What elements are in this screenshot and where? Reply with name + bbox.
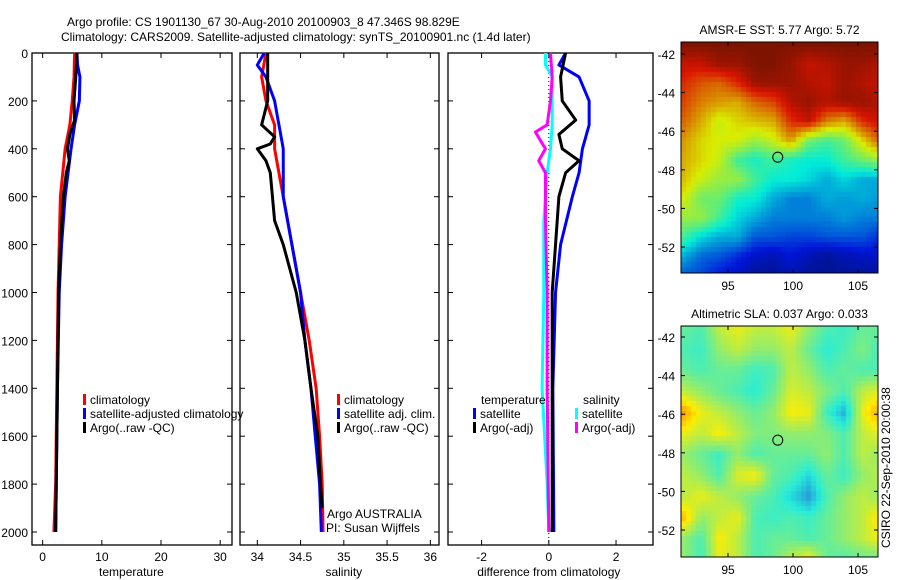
depth-tick-label: 1800 <box>1 478 28 492</box>
diff-legend-sal-argo-swatch <box>575 422 578 433</box>
salinity-xtick-label: 34 <box>251 550 265 564</box>
title-line1: Argo profile: CS 1901130_67 30-Aug-2010 … <box>67 15 460 29</box>
temperature-xlabel: temperature <box>99 565 164 579</box>
temp-legend-satellite-swatch <box>83 408 86 419</box>
diff-legend-sal-satellite-swatch <box>575 408 578 419</box>
sst-map-ytick-label: -42 <box>658 48 676 62</box>
temperature-axes-box <box>31 52 233 546</box>
salinity-xtick-label: 34.5 <box>289 550 313 564</box>
temp-legend-climatology-swatch <box>83 394 86 405</box>
diff-legend-temperature-header: temperature <box>481 393 546 407</box>
sst-map-ytick-label: -52 <box>658 241 676 255</box>
depth-tick-label: 600 <box>8 191 28 205</box>
sal-legend-satellite-label: satellite adj. clim. <box>344 407 435 421</box>
diff-legend-sal-satellite-label: satellite <box>582 407 623 421</box>
sst-map-xtick-label: 95 <box>721 279 735 293</box>
diff-legend-temp-satellite-label: satellite <box>480 407 521 421</box>
annotation-argo-australia: Argo AUSTRALIA <box>327 507 422 521</box>
timestamp-side-label: CSIRO 22-Sep-2010 20:00:38 <box>879 387 893 548</box>
sst-map-argo-location-marker <box>772 151 784 163</box>
sst-map-title: AMSR-E SST: 5.77 Argo: 5.72 <box>699 23 859 37</box>
sla-map-title: Altimetric SLA: 0.037 Argo: 0.033 <box>691 307 868 321</box>
difference-series-line <box>550 52 581 532</box>
depth-tick-label: 400 <box>8 143 28 157</box>
sst-map-xtick-label: 100 <box>783 279 803 293</box>
sst-map-ytick-label: -50 <box>658 202 676 216</box>
title-line2: Climatology: CARS2009. Satellite-adjuste… <box>61 30 531 44</box>
sla-map-xtick-label: 105 <box>848 563 868 577</box>
salinity-xtick-label: 35 <box>337 550 351 564</box>
diff-legend-temp-argo-label: Argo(-adj) <box>480 421 533 435</box>
diff-legend-salinity-header: salinity <box>583 393 620 407</box>
difference-axes-box <box>447 52 654 546</box>
depth-tick-label: 0 <box>21 47 28 61</box>
depth-tick-label: 2000 <box>1 526 28 540</box>
sla-map-argo-location-marker <box>772 434 784 446</box>
annotation-pi: PI: Susan Wijffels <box>326 521 420 535</box>
temp-legend-satellite-label: satellite-adjusted climatology <box>90 407 243 421</box>
sla-map-ytick-label: -44 <box>658 370 676 384</box>
salinity-xlabel: salinity <box>325 565 362 579</box>
sla-map-image <box>681 326 878 557</box>
difference-xtick-label: 2 <box>613 550 620 564</box>
sst-map-axes-box <box>680 41 879 274</box>
sst-map-image <box>681 42 878 273</box>
sla-map-ytick-label: -46 <box>658 408 676 422</box>
sst-map-ytick-label: -44 <box>658 87 676 101</box>
sla-map-ytick-label: -48 <box>658 447 676 461</box>
temperature-xtick-label: 20 <box>154 550 168 564</box>
sla-map-xtick-label: 100 <box>783 563 803 577</box>
salinity-series-line <box>255 53 324 509</box>
sal-legend-argo-label: Argo(..raw -QC) <box>344 421 429 435</box>
temperature-xtick-label: 10 <box>95 550 109 564</box>
temp-legend-argo-swatch <box>83 422 86 433</box>
diff-legend-temp-argo-swatch <box>473 422 476 433</box>
salinity-series-line <box>260 52 325 533</box>
difference-xtick-label: -2 <box>476 550 487 564</box>
depth-tick-label: 1400 <box>1 382 28 396</box>
depth-tick-label: 1200 <box>1 334 28 348</box>
sst-map-ytick-label: -48 <box>658 164 676 178</box>
difference-xlabel: difference from climatology <box>477 565 620 579</box>
salinity-xtick-label: 35.5 <box>375 550 399 564</box>
salinity-series-line <box>255 52 323 533</box>
sla-map-ytick-label: -52 <box>658 524 676 538</box>
salinity-axes-box <box>239 52 440 546</box>
depth-tick-label: 800 <box>8 239 28 253</box>
sal-legend-climatology-label: climatology <box>344 393 404 407</box>
depth-tick-label: 1600 <box>1 430 28 444</box>
salinity-xtick-label: 36 <box>424 550 438 564</box>
diff-legend-sal-argo-label: Argo(-adj) <box>582 421 635 435</box>
sst-map-ytick-label: -46 <box>658 125 676 139</box>
sal-legend-argo-swatch <box>337 422 340 433</box>
sla-map-ytick-label: -42 <box>658 331 676 345</box>
temperature-series-line <box>54 52 79 533</box>
sla-map-xtick-label: 95 <box>721 563 735 577</box>
depth-tick-label: 200 <box>8 95 28 109</box>
sla-map-ytick-label: -50 <box>658 485 676 499</box>
temperature-xtick-label: 30 <box>213 550 227 564</box>
depth-tick-label: 1000 <box>1 287 28 301</box>
difference-series-line <box>551 52 591 533</box>
difference-series-line <box>533 52 554 533</box>
sst-map-xtick-label: 105 <box>848 279 868 293</box>
sal-legend-climatology-swatch <box>337 394 340 405</box>
diff-legend-temp-satellite-swatch <box>473 408 476 419</box>
temp-legend-argo-label: Argo(..raw -QC) <box>90 421 175 435</box>
temp-legend-climatology-label: climatology <box>90 393 150 407</box>
temperature-xtick-label: 0 <box>39 550 46 564</box>
difference-xtick-label: 0 <box>545 550 552 564</box>
sal-legend-satellite-swatch <box>337 408 340 419</box>
sla-map-axes-box <box>680 325 879 558</box>
